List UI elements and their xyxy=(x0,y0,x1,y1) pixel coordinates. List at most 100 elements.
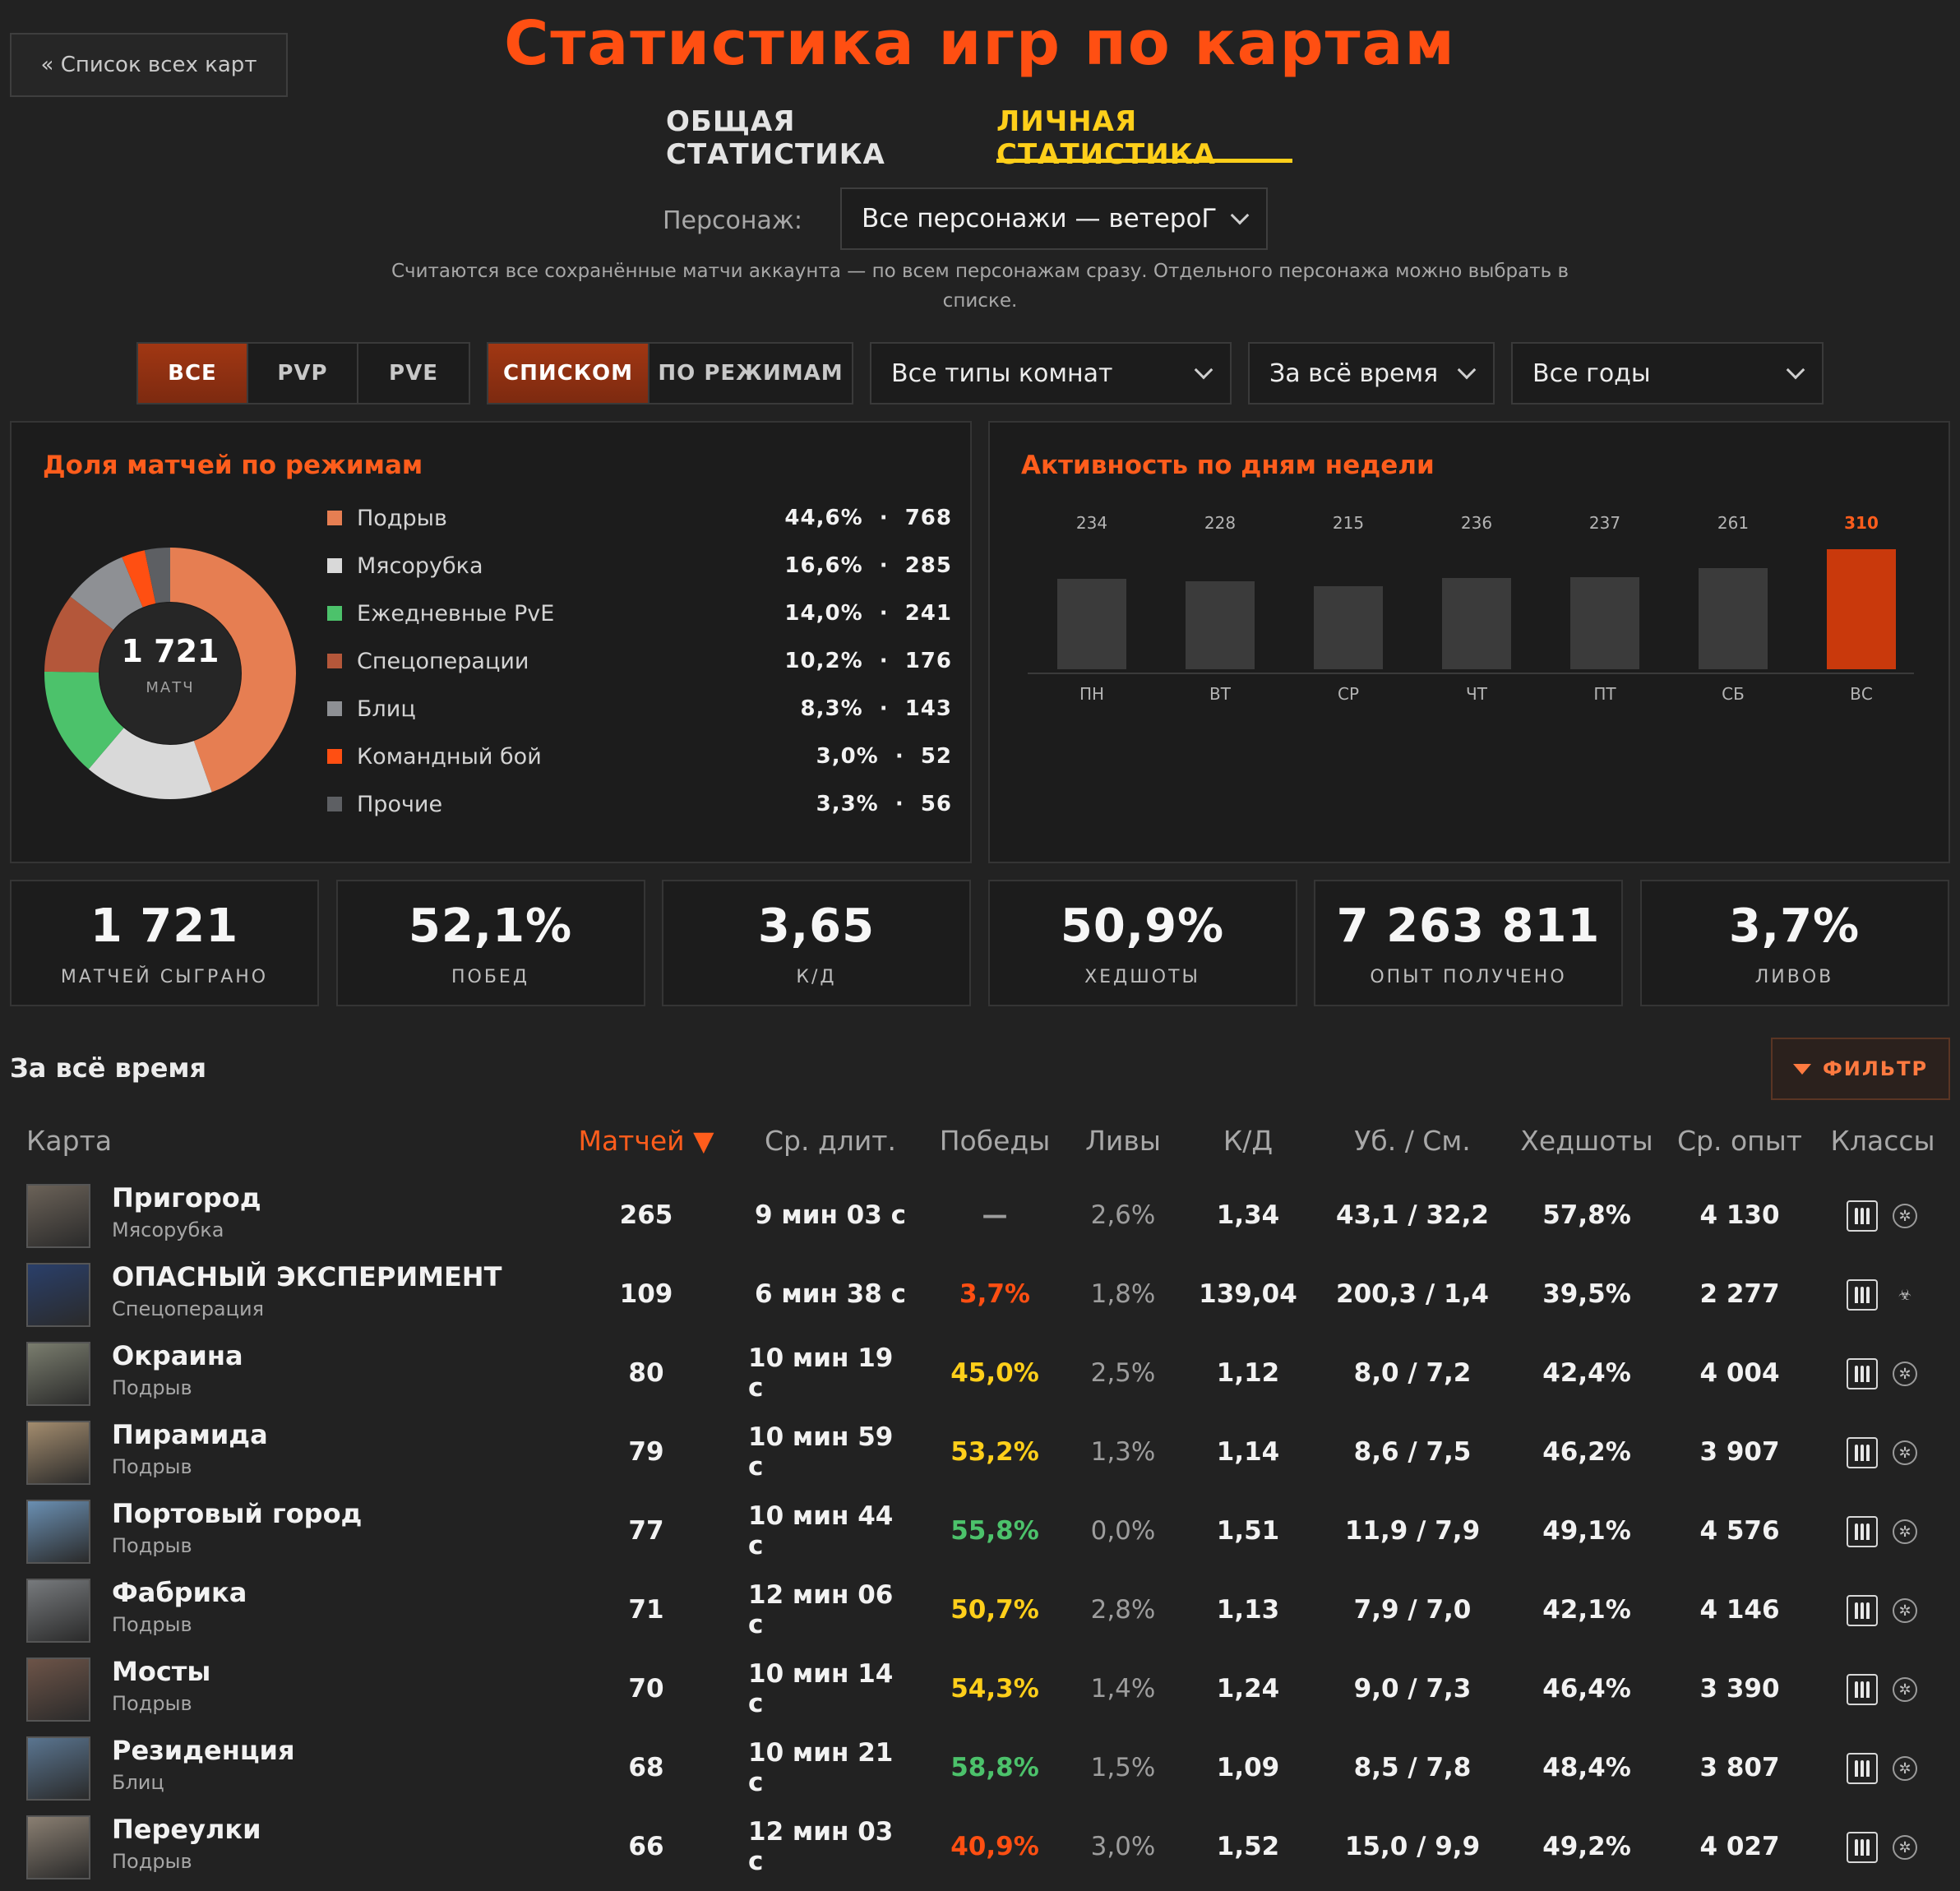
column-header[interactable]: Хедшоты xyxy=(1520,1124,1653,1157)
filter-button-label: ФИЛЬТР xyxy=(1822,1057,1929,1080)
column-header[interactable]: Карта xyxy=(26,1124,113,1157)
view-by-modes-button[interactable]: ПО РЕЖИМАМ xyxy=(658,361,844,386)
cell-ks: 9,0 / 7,3 xyxy=(1353,1674,1472,1704)
legend-separator: · xyxy=(878,744,921,769)
column-header[interactable]: Победы xyxy=(939,1124,1051,1157)
column-header[interactable]: Ср. опыт xyxy=(1676,1124,1802,1157)
room-type-select[interactable]: Все типы комнат xyxy=(870,342,1232,405)
cell-xp: 4 004 xyxy=(1699,1358,1780,1388)
ammo-class-icon xyxy=(1847,1279,1878,1311)
table-row[interactable]: Резиденция Блиц 68 10 мин 21 с 58,8% 1,5% 1,09… xyxy=(10,1728,1950,1807)
mode-pve-button[interactable]: PVE xyxy=(389,361,438,386)
map-thumbnail xyxy=(26,1500,90,1564)
view-list-button[interactable]: СПИСКОМ xyxy=(488,344,649,403)
legend-pct: 44,6% xyxy=(784,506,863,530)
cell-xp: 4 576 xyxy=(1699,1516,1780,1546)
column-header[interactable]: Ливы xyxy=(1085,1124,1161,1157)
ammo-bullet xyxy=(1866,1681,1870,1698)
cell-wins: 54,3% xyxy=(950,1674,1039,1704)
back-to-maps-button[interactable]: « Список всех карт xyxy=(10,33,288,97)
period-select[interactable]: За всё время xyxy=(1248,342,1495,405)
legend-name: Блиц xyxy=(357,696,416,722)
cell-hs: 57,8% xyxy=(1542,1200,1631,1230)
weekday-label: ВТ xyxy=(1209,684,1231,704)
weekday-value: 228 xyxy=(1204,513,1237,533)
cell-kd: 1,09 xyxy=(1216,1753,1280,1782)
ammo-bullet xyxy=(1861,1681,1864,1698)
cell-duration: 10 мин 21 с xyxy=(748,1738,894,1797)
weekday-bar xyxy=(1186,580,1255,669)
map-name[interactable]: Портовый город xyxy=(112,1498,363,1529)
map-thumbnail xyxy=(26,1342,90,1406)
map-name[interactable]: Фабрика xyxy=(112,1577,247,1608)
column-header[interactable]: Классы xyxy=(1830,1124,1935,1157)
tab-general-stats[interactable]: ОБЩАЯ СТАТИСТИКА xyxy=(666,105,885,171)
cell-hs: 39,5% xyxy=(1542,1279,1631,1309)
legend-item: Подрыв 44,6% · 768 xyxy=(327,502,952,534)
column-header[interactable]: Матчей ▼ xyxy=(578,1124,714,1157)
gear-icon: ✲ xyxy=(1893,1362,1917,1386)
legend-swatch xyxy=(327,558,342,573)
cell-duration: 12 мин 03 с xyxy=(748,1817,894,1876)
kpi-value: 3,7% xyxy=(1728,899,1861,953)
room-type-value: Все типы комнат xyxy=(891,358,1113,388)
gear-icon: ✲ xyxy=(1893,1677,1917,1702)
column-header[interactable]: Уб. / См. xyxy=(1354,1124,1471,1157)
map-mode: Подрыв xyxy=(112,1613,192,1636)
kpi-label: ОПЫТ ПОЛУЧЕНО xyxy=(1370,967,1567,987)
ammo-bullet xyxy=(1855,1681,1858,1698)
character-select[interactable]: Все персонажи — ветероГ xyxy=(840,187,1268,250)
map-thumbnail xyxy=(26,1421,90,1485)
table-body: Пригород Мясорубка 265 9 мин 03 с — 2,6% 1,34 4… xyxy=(0,1176,1960,1891)
mode-pvp-button[interactable]: PVP xyxy=(248,344,358,403)
cell-ks: 7,9 / 7,0 xyxy=(1353,1595,1472,1625)
kpi-label: ЛИВОВ xyxy=(1754,967,1834,987)
cell-xp: 3 390 xyxy=(1699,1674,1780,1704)
table-row[interactable]: Переулки Подрыв 66 12 мин 03 с 40,9% 3,0% 1,52… xyxy=(10,1807,1950,1886)
table-row[interactable]: Портовый город Подрыв 77 10 мин 44 с 55,8% 0,… xyxy=(10,1491,1950,1570)
map-name[interactable]: ОПАСНЫЙ ЭКСПЕРИМЕНТ xyxy=(112,1261,502,1292)
column-header[interactable]: К/Д xyxy=(1223,1124,1274,1157)
map-mode: Мясорубка xyxy=(112,1218,224,1241)
table-row[interactable]: ОПАСНЫЙ ЭКСПЕРИМЕНТ Спецоперация 109 6 мин … xyxy=(10,1255,1950,1334)
table-row[interactable]: Мосты Подрыв 70 10 мин 14 с 54,3% 1,4% 1,24 9,0… xyxy=(10,1649,1950,1728)
mode-all-button[interactable]: ВСЕ xyxy=(138,344,248,403)
ammo-bullet xyxy=(1861,1208,1864,1224)
gear-icon: ✲ xyxy=(1893,1204,1917,1228)
column-header[interactable]: Ср. длит. xyxy=(764,1124,897,1157)
ammo-class-icon xyxy=(1847,1832,1878,1863)
tab-personal-stats[interactable]: ЛИЧНАЯ СТАТИСТИКА xyxy=(996,105,1292,171)
view-segmented-control: СПИСКОМ ПО РЕЖИМАМ xyxy=(487,342,853,405)
years-select[interactable]: Все годы xyxy=(1511,342,1824,405)
donut-slice-6 xyxy=(44,548,296,799)
map-name[interactable]: Пригород xyxy=(112,1182,261,1214)
cell-xp: 3 907 xyxy=(1699,1437,1780,1467)
legend-count: 768 xyxy=(904,506,952,530)
table-row[interactable]: Пирамида Подрыв 79 10 мин 59 с 53,2% 1,3% 1,14… xyxy=(10,1412,1950,1491)
chevron-down-icon xyxy=(1230,206,1250,225)
map-name[interactable]: Переулки xyxy=(112,1814,261,1845)
table-row[interactable]: Окраина Подрыв 80 10 мин 19 с 45,0% 2,5% 1,12 8… xyxy=(10,1334,1950,1412)
map-name[interactable]: Пирамида xyxy=(112,1419,268,1450)
gear-icon: ✲ xyxy=(1893,1756,1917,1781)
legend-separator: · xyxy=(862,696,905,721)
cell-kd: 1,12 xyxy=(1216,1358,1280,1388)
map-thumbnail xyxy=(26,1579,90,1643)
filter-button[interactable]: ФИЛЬТР xyxy=(1771,1038,1950,1100)
map-name[interactable]: Мосты xyxy=(112,1656,211,1687)
page-title: Статистика игр по картам xyxy=(504,8,1456,79)
character-note: Считаются все сохранённые матчи аккаунта… xyxy=(391,261,1569,312)
ammo-class-icon xyxy=(1847,1516,1878,1547)
cell-ks: 8,5 / 7,8 xyxy=(1353,1753,1472,1782)
map-name[interactable]: Окраина xyxy=(112,1340,243,1371)
cell-wins: 50,7% xyxy=(950,1595,1039,1625)
map-thumbnail xyxy=(26,1263,90,1327)
table-row[interactable]: Пригород Мясорубка 265 9 мин 03 с — 2,6% 1,34 4… xyxy=(10,1176,1950,1255)
cell-kd: 1,51 xyxy=(1216,1516,1280,1546)
gear-icon: ✲ xyxy=(1893,1440,1917,1465)
legend-name: Командный бой xyxy=(357,743,542,770)
table-row[interactable]: Фабрика Подрыв 71 12 мин 06 с 50,7% 2,8% 1,13 7… xyxy=(10,1570,1950,1649)
map-name[interactable]: Резиденция xyxy=(112,1735,295,1766)
map-mode: Подрыв xyxy=(112,1850,192,1873)
map-mode: Подрыв xyxy=(112,1455,192,1478)
